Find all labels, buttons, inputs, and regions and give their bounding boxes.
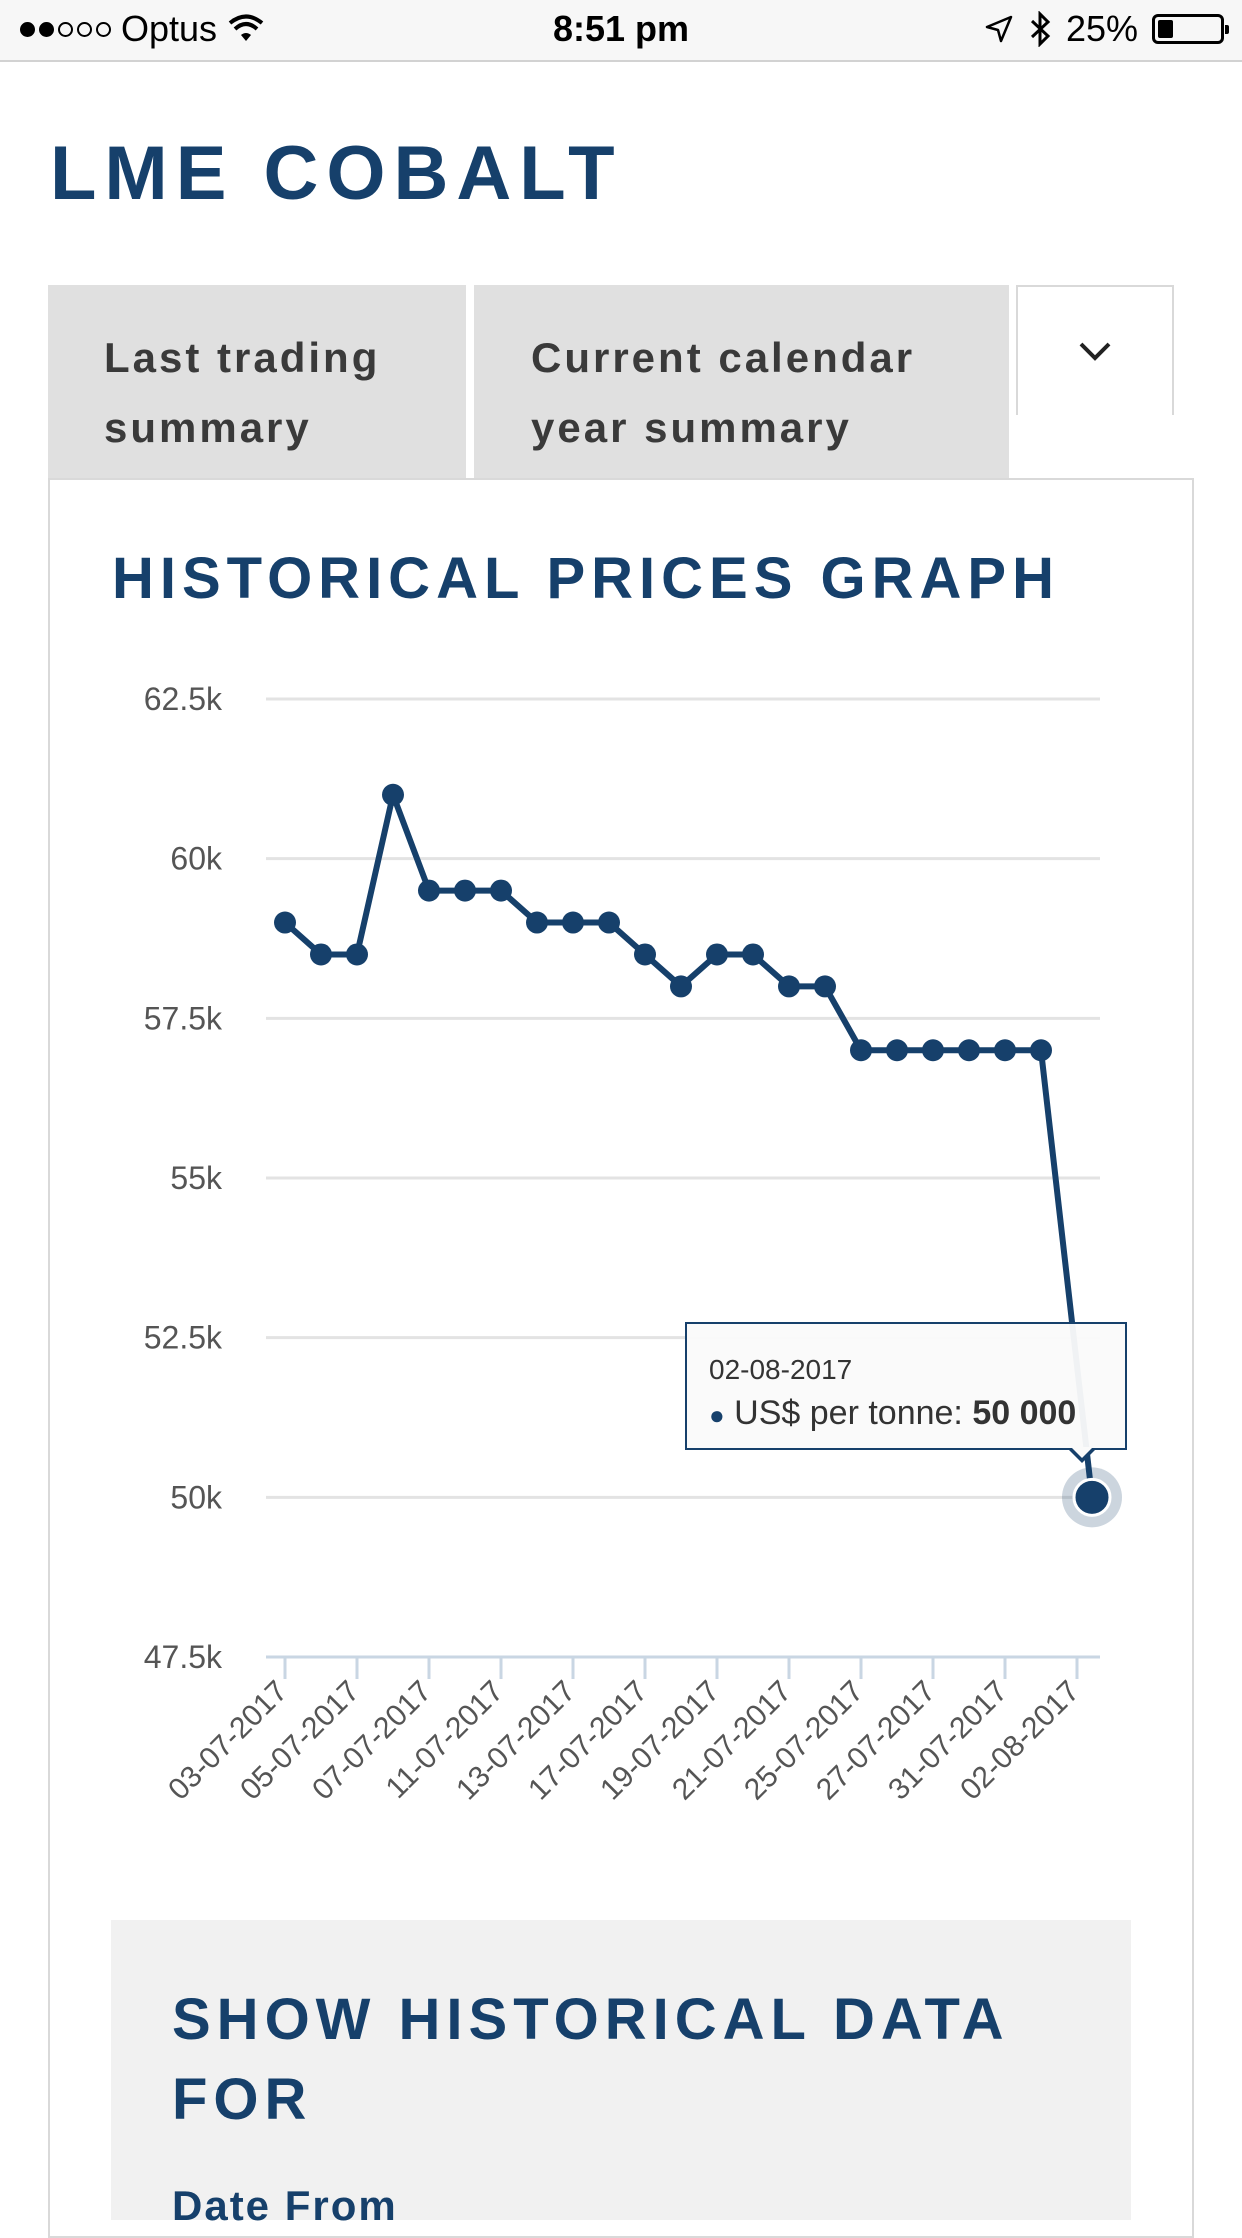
historical-data-title: SHOW HISTORICAL DATA FOR bbox=[172, 1980, 1092, 2140]
tab-label-line2: year summary bbox=[531, 404, 852, 451]
tooltip-date: 02-08-2017 bbox=[709, 1354, 853, 1385]
y-tick-label: 57.5k bbox=[144, 1000, 223, 1036]
tab-current-calendar-year-summary[interactable]: Current calendar year summary bbox=[474, 285, 1009, 485]
data-point[interactable] bbox=[1030, 1039, 1052, 1062]
status-time: 8:51 pm bbox=[552, 8, 690, 49]
data-point[interactable] bbox=[310, 943, 332, 966]
tab-label-line1: Current calendar bbox=[531, 334, 916, 381]
chart-tooltip: 02-08-2017 ● US$ per tonne: 50 000 bbox=[685, 1322, 1127, 1450]
data-point[interactable] bbox=[346, 943, 368, 966]
tooltip-value-line: ● US$ per tonne: 50 000 bbox=[709, 1394, 1125, 1433]
y-tick-label: 47.5k bbox=[144, 1639, 223, 1675]
y-tick-label: 62.5k bbox=[144, 681, 223, 717]
status-center: 8:51 pm bbox=[0, 8, 1242, 50]
data-point[interactable] bbox=[778, 975, 800, 998]
date-from-label: Date From bbox=[172, 2182, 398, 2229]
page-title: LME COBALT bbox=[50, 131, 623, 216]
graph-title: HISTORICAL PRICES GRAPH bbox=[112, 546, 1060, 611]
y-tick-label: 60k bbox=[170, 841, 223, 877]
tooltip-series-bullet: ● bbox=[709, 1400, 725, 1430]
data-point[interactable] bbox=[670, 975, 692, 998]
data-point[interactable] bbox=[382, 783, 404, 806]
tab-label-line2: summary bbox=[104, 404, 312, 451]
data-point[interactable] bbox=[274, 911, 296, 934]
historical-data-section bbox=[111, 1920, 1131, 2220]
carrier-name: Optus bbox=[121, 8, 218, 49]
y-tick-label: 50k bbox=[170, 1479, 223, 1515]
data-point[interactable] bbox=[886, 1039, 908, 1062]
signal-strength-icon bbox=[20, 21, 111, 37]
historical-title-line1: SHOW HISTORICAL DATA bbox=[172, 1987, 1010, 2052]
data-point[interactable] bbox=[454, 879, 476, 902]
status-right: 25% bbox=[984, 8, 1229, 50]
y-tick-label: 52.5k bbox=[144, 1320, 223, 1356]
status-left: Optus bbox=[20, 8, 265, 50]
tab-label-line1: Last trading bbox=[104, 334, 381, 381]
tab-last-trading-summary[interactable]: Last trading summary bbox=[48, 285, 466, 485]
tooltip-pointer bbox=[1068, 1447, 1096, 1463]
battery-percent: 25% bbox=[1065, 8, 1138, 49]
tab-more-dropdown[interactable] bbox=[1016, 285, 1174, 415]
historical-title-line2: FOR bbox=[172, 2067, 313, 2132]
chevron-down-icon bbox=[1079, 342, 1111, 361]
data-point[interactable] bbox=[418, 879, 440, 902]
tooltip-value: 50 000 bbox=[972, 1394, 1077, 1432]
bluetooth-icon bbox=[1030, 11, 1051, 47]
data-point[interactable] bbox=[562, 911, 584, 934]
battery-icon bbox=[1152, 14, 1229, 44]
data-point[interactable] bbox=[814, 975, 836, 998]
data-point[interactable] bbox=[742, 943, 764, 966]
y-tick-label: 55k bbox=[170, 1160, 223, 1196]
data-point[interactable] bbox=[1072, 1477, 1112, 1517]
wifi-icon bbox=[228, 14, 264, 41]
status-bar: Optus 8:51 pm 25% bbox=[0, 0, 1242, 62]
data-point[interactable] bbox=[706, 943, 728, 966]
data-point[interactable] bbox=[634, 943, 656, 966]
tooltip-series-label: US$ per tonne: bbox=[734, 1394, 963, 1432]
data-point[interactable] bbox=[526, 911, 548, 934]
location-arrow-icon bbox=[985, 15, 1013, 43]
data-point[interactable] bbox=[598, 911, 620, 934]
data-point[interactable] bbox=[958, 1039, 980, 1062]
data-point[interactable] bbox=[490, 879, 512, 902]
data-point[interactable] bbox=[922, 1039, 944, 1062]
data-point[interactable] bbox=[994, 1039, 1016, 1062]
data-point[interactable] bbox=[850, 1039, 872, 1062]
